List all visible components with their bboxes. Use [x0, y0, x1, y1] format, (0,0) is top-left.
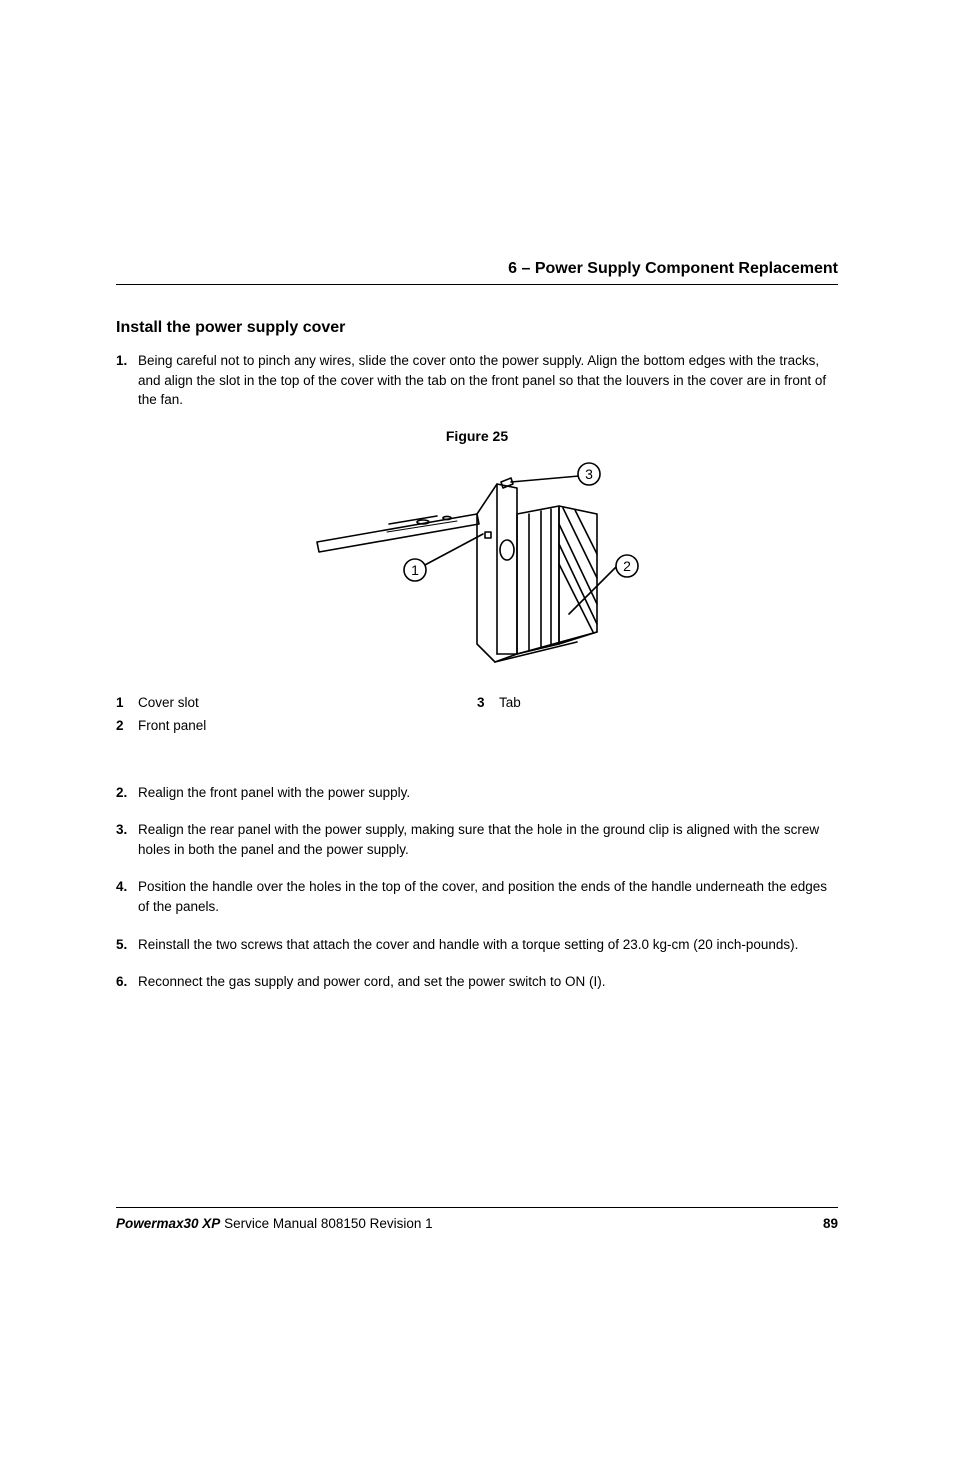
chapter-header: 6 – Power Supply Component Replacement	[116, 260, 838, 285]
legend-item: 1 Cover slot	[116, 695, 477, 710]
callout-1: 1	[411, 562, 419, 578]
step-text: Realign the front panel with the power s…	[138, 783, 838, 803]
figure-legend: 1 Cover slot 2 Front panel 3 Tab	[116, 695, 838, 741]
page-footer: Powermax30 XP Service Manual 808150 Revi…	[116, 1207, 838, 1231]
callout-2: 2	[623, 558, 631, 574]
footer-product: Powermax30 XP	[116, 1216, 220, 1231]
step-text: Being careful not to pinch any wires, sl…	[138, 351, 838, 410]
legend-num: 2	[116, 718, 138, 733]
step-item: 6. Reconnect the gas supply and power co…	[116, 972, 838, 992]
step-text: Reconnect the gas supply and power cord,…	[138, 972, 838, 992]
step-number: 4.	[116, 877, 138, 916]
step-item: 3. Realign the rear panel with the power…	[116, 820, 838, 859]
footer-left: Powermax30 XP Service Manual 808150 Revi…	[116, 1216, 433, 1231]
footer-page-number: 89	[823, 1216, 838, 1231]
legend-item: 3 Tab	[477, 695, 838, 710]
figure-diagram: 1 2 3	[116, 454, 838, 679]
step-text: Reinstall the two screws that attach the…	[138, 935, 838, 955]
step-item: 5. Reinstall the two screws that attach …	[116, 935, 838, 955]
step-number: 3.	[116, 820, 138, 859]
step-item: 2. Realign the front panel with the powe…	[116, 783, 838, 803]
callout-3: 3	[585, 466, 593, 482]
legend-num: 3	[477, 695, 499, 710]
figure-caption: Figure 25	[116, 428, 838, 444]
legend-label: Cover slot	[138, 695, 199, 710]
legend-num: 1	[116, 695, 138, 710]
legend-label: Front panel	[138, 718, 206, 733]
footer-doc: Service Manual 808150 Revision 1	[220, 1216, 432, 1231]
step-number: 2.	[116, 783, 138, 803]
step-number: 6.	[116, 972, 138, 992]
legend-label: Tab	[499, 695, 521, 710]
step-number: 1.	[116, 351, 138, 410]
section-heading: Install the power supply cover	[116, 319, 838, 337]
legend-item: 2 Front panel	[116, 718, 477, 733]
step-text: Position the handle over the holes in th…	[138, 877, 838, 916]
step-item: 4. Position the handle over the holes in…	[116, 877, 838, 916]
step-item: 1. Being careful not to pinch any wires,…	[116, 351, 838, 410]
step-number: 5.	[116, 935, 138, 955]
step-text: Realign the rear panel with the power su…	[138, 820, 838, 859]
chapter-label: 6 – Power Supply Component Replacement	[508, 260, 838, 277]
